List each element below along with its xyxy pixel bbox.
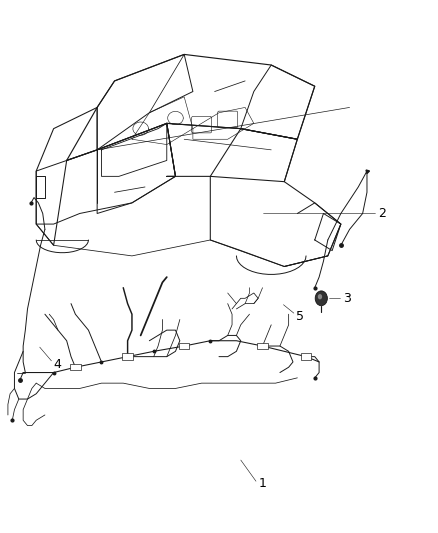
Text: 2: 2 <box>378 207 386 220</box>
FancyBboxPatch shape <box>191 116 212 133</box>
Text: 4: 4 <box>53 358 61 371</box>
Text: 1: 1 <box>258 478 266 490</box>
Circle shape <box>315 291 327 306</box>
Bar <box>257 343 268 349</box>
FancyBboxPatch shape <box>218 111 238 127</box>
Circle shape <box>318 294 322 300</box>
Bar <box>70 364 81 370</box>
Bar <box>179 343 189 349</box>
Text: 3: 3 <box>343 292 351 305</box>
Bar <box>301 353 311 360</box>
Bar <box>122 353 133 360</box>
Text: 5: 5 <box>296 310 304 324</box>
